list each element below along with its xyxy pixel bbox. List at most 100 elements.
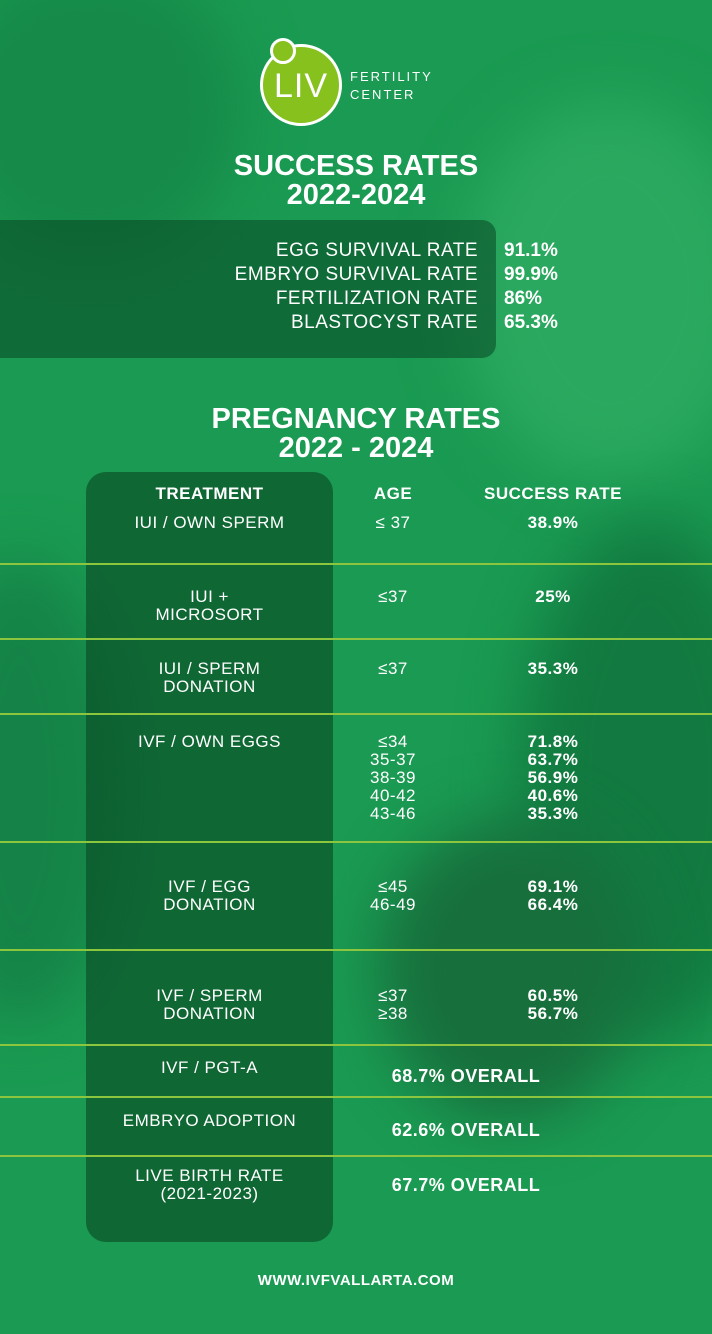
header-treatment: TREATMENT <box>155 484 264 503</box>
header-success-rate: SUCCESS RATE <box>484 484 622 503</box>
cell-line: 43-46 <box>370 804 416 823</box>
age-cell: ≤37 <box>345 588 441 606</box>
row-divider <box>0 949 712 951</box>
summary-row: EMBRYO SURVIVAL RATE 99.9% <box>0 264 620 288</box>
cell-line: IVF / SPERM <box>156 986 263 1005</box>
logo-line-2: CENTER <box>350 87 416 102</box>
cell-line: 69.1% <box>527 877 579 896</box>
treatment-column-panel <box>86 472 333 1242</box>
age-cell: ≤37 <box>345 660 441 678</box>
cell-line: ≤37 <box>378 587 408 606</box>
age-cell: ≤45 46-49 <box>345 878 441 914</box>
cell-line: 71.8% <box>527 732 579 751</box>
summary-row: FERTILIZATION RATE 86% <box>0 288 620 312</box>
success-rate-cell: 71.8% 63.7% 56.9% 40.6% 35.3% <box>490 733 616 823</box>
cell-line: ≤37 <box>378 986 408 1005</box>
overall-rate-cell: 67.7% OVERALL <box>391 1175 541 1195</box>
row-divider <box>0 638 712 640</box>
treatment-cell: IVF / EGG DONATION <box>86 878 333 914</box>
cell-line: LIVE BIRTH RATE <box>135 1166 284 1185</box>
age-cell: ≤34 35-37 38-39 40-42 43-46 <box>345 733 441 823</box>
summary-label: FERTILIZATION RATE <box>275 288 478 309</box>
cell-line: MICROSORT <box>155 605 264 624</box>
cell-line: IUI + <box>190 587 229 606</box>
row-divider <box>0 713 712 715</box>
footer-url[interactable]: WWW.IVFVALLARTA.COM <box>257 1272 455 1289</box>
success-rate-cell: 25% <box>490 588 616 606</box>
logo-circle: LIV <box>260 44 342 126</box>
header-age: AGE <box>373 484 413 503</box>
cell-line: 56.9% <box>527 768 579 787</box>
age-cell: ≤37 ≥38 <box>345 987 441 1023</box>
treatment-cell: IVF / PGT-A <box>86 1059 333 1077</box>
cell-line: ≤37 <box>378 659 408 678</box>
cell-line: 40-42 <box>370 786 416 805</box>
cell-line: 46-49 <box>370 895 416 914</box>
treatment-cell: IVF / OWN EGGS <box>86 733 333 751</box>
cell-line: DONATION <box>163 677 256 696</box>
cell-line: ≤ 37 <box>375 513 411 532</box>
success-rate-cell: 38.9% <box>490 514 616 532</box>
cell-line: 66.4% <box>527 895 579 914</box>
row-divider <box>0 1044 712 1046</box>
success-rate-cell: 35.3% <box>490 660 616 678</box>
cell-line: ≤34 <box>378 732 408 751</box>
cell-line: 35-37 <box>370 750 416 769</box>
summary-row: BLASTOCYST RATE 65.3% <box>0 312 620 336</box>
row-divider <box>0 841 712 843</box>
cell-line: EMBRYO ADOPTION <box>122 1111 297 1130</box>
treatment-cell: IVF / SPERM DONATION <box>86 987 333 1023</box>
cell-line: IUI / OWN SPERM <box>134 513 285 532</box>
treatment-cell: IUI / OWN SPERM <box>86 514 333 532</box>
cell-line: 38.9% <box>527 513 579 532</box>
row-divider <box>0 1096 712 1098</box>
success-rate-cell: 60.5% 56.7% <box>490 987 616 1023</box>
logo-line-1: FERTILITY <box>350 69 433 84</box>
row-divider <box>0 1155 712 1157</box>
cell-line: ≥38 <box>378 1004 408 1023</box>
summary-value: 86% <box>504 288 543 309</box>
logo-dot <box>270 38 296 64</box>
summary-label: BLASTOCYST RATE <box>291 312 478 333</box>
overall-rate-cell: 62.6% OVERALL <box>391 1120 541 1140</box>
treatment-cell: IUI / SPERM DONATION <box>86 660 333 696</box>
overall-rate-cell: 68.7% OVERALL <box>391 1066 541 1086</box>
treatment-cell: EMBRYO ADOPTION <box>86 1112 333 1130</box>
cell-line: (2021-2023) <box>160 1184 259 1203</box>
cell-line: IUI / SPERM <box>158 659 261 678</box>
cell-line: 35.3% <box>527 804 579 823</box>
cell-line: ≤45 <box>378 877 408 896</box>
success-rate-cell: 69.1% 66.4% <box>490 878 616 914</box>
summary-value: 99.9% <box>504 264 558 285</box>
cell-line: 40.6% <box>527 786 579 805</box>
cell-line: 25% <box>535 587 571 606</box>
pregnancy-title: PREGNANCY RATES 2022 - 2024 <box>0 405 712 463</box>
success-title: SUCCESS RATES 2022-2024 <box>0 152 712 210</box>
treatment-cell: LIVE BIRTH RATE (2021-2023) <box>86 1167 333 1203</box>
cell-line: 63.7% <box>527 750 579 769</box>
summary-value: 65.3% <box>504 312 558 333</box>
cell-line: 38-39 <box>370 768 416 787</box>
cell-line: 35.3% <box>527 659 579 678</box>
logo: LIV FERTILITY CENTER <box>258 38 458 134</box>
success-summary-panel <box>0 220 496 358</box>
pregnancy-title-line-1: PREGNANCY RATES <box>211 403 501 435</box>
logo-wordmark: FERTILITY CENTER <box>350 68 433 104</box>
logo-mark: LIV <box>273 66 329 105</box>
age-cell: ≤ 37 <box>345 514 441 532</box>
cell-line: IVF / OWN EGGS <box>137 732 281 751</box>
cell-line: 56.7% <box>527 1004 579 1023</box>
summary-value: 91.1% <box>504 240 558 261</box>
cell-line: IVF / PGT-A <box>160 1058 259 1077</box>
success-title-line-1: SUCCESS RATES <box>233 150 479 182</box>
cell-line: DONATION <box>163 895 256 914</box>
cell-line: IVF / EGG <box>168 877 251 896</box>
summary-row: EGG SURVIVAL RATE 91.1% <box>0 240 620 264</box>
treatment-cell: IUI + MICROSORT <box>86 588 333 624</box>
success-title-line-2: 2022-2024 <box>286 179 426 211</box>
summary-label: EGG SURVIVAL RATE <box>275 240 478 261</box>
cell-line: 60.5% <box>527 986 579 1005</box>
row-divider <box>0 563 712 565</box>
cell-line: DONATION <box>163 1004 256 1023</box>
pregnancy-title-line-2: 2022 - 2024 <box>278 432 434 464</box>
